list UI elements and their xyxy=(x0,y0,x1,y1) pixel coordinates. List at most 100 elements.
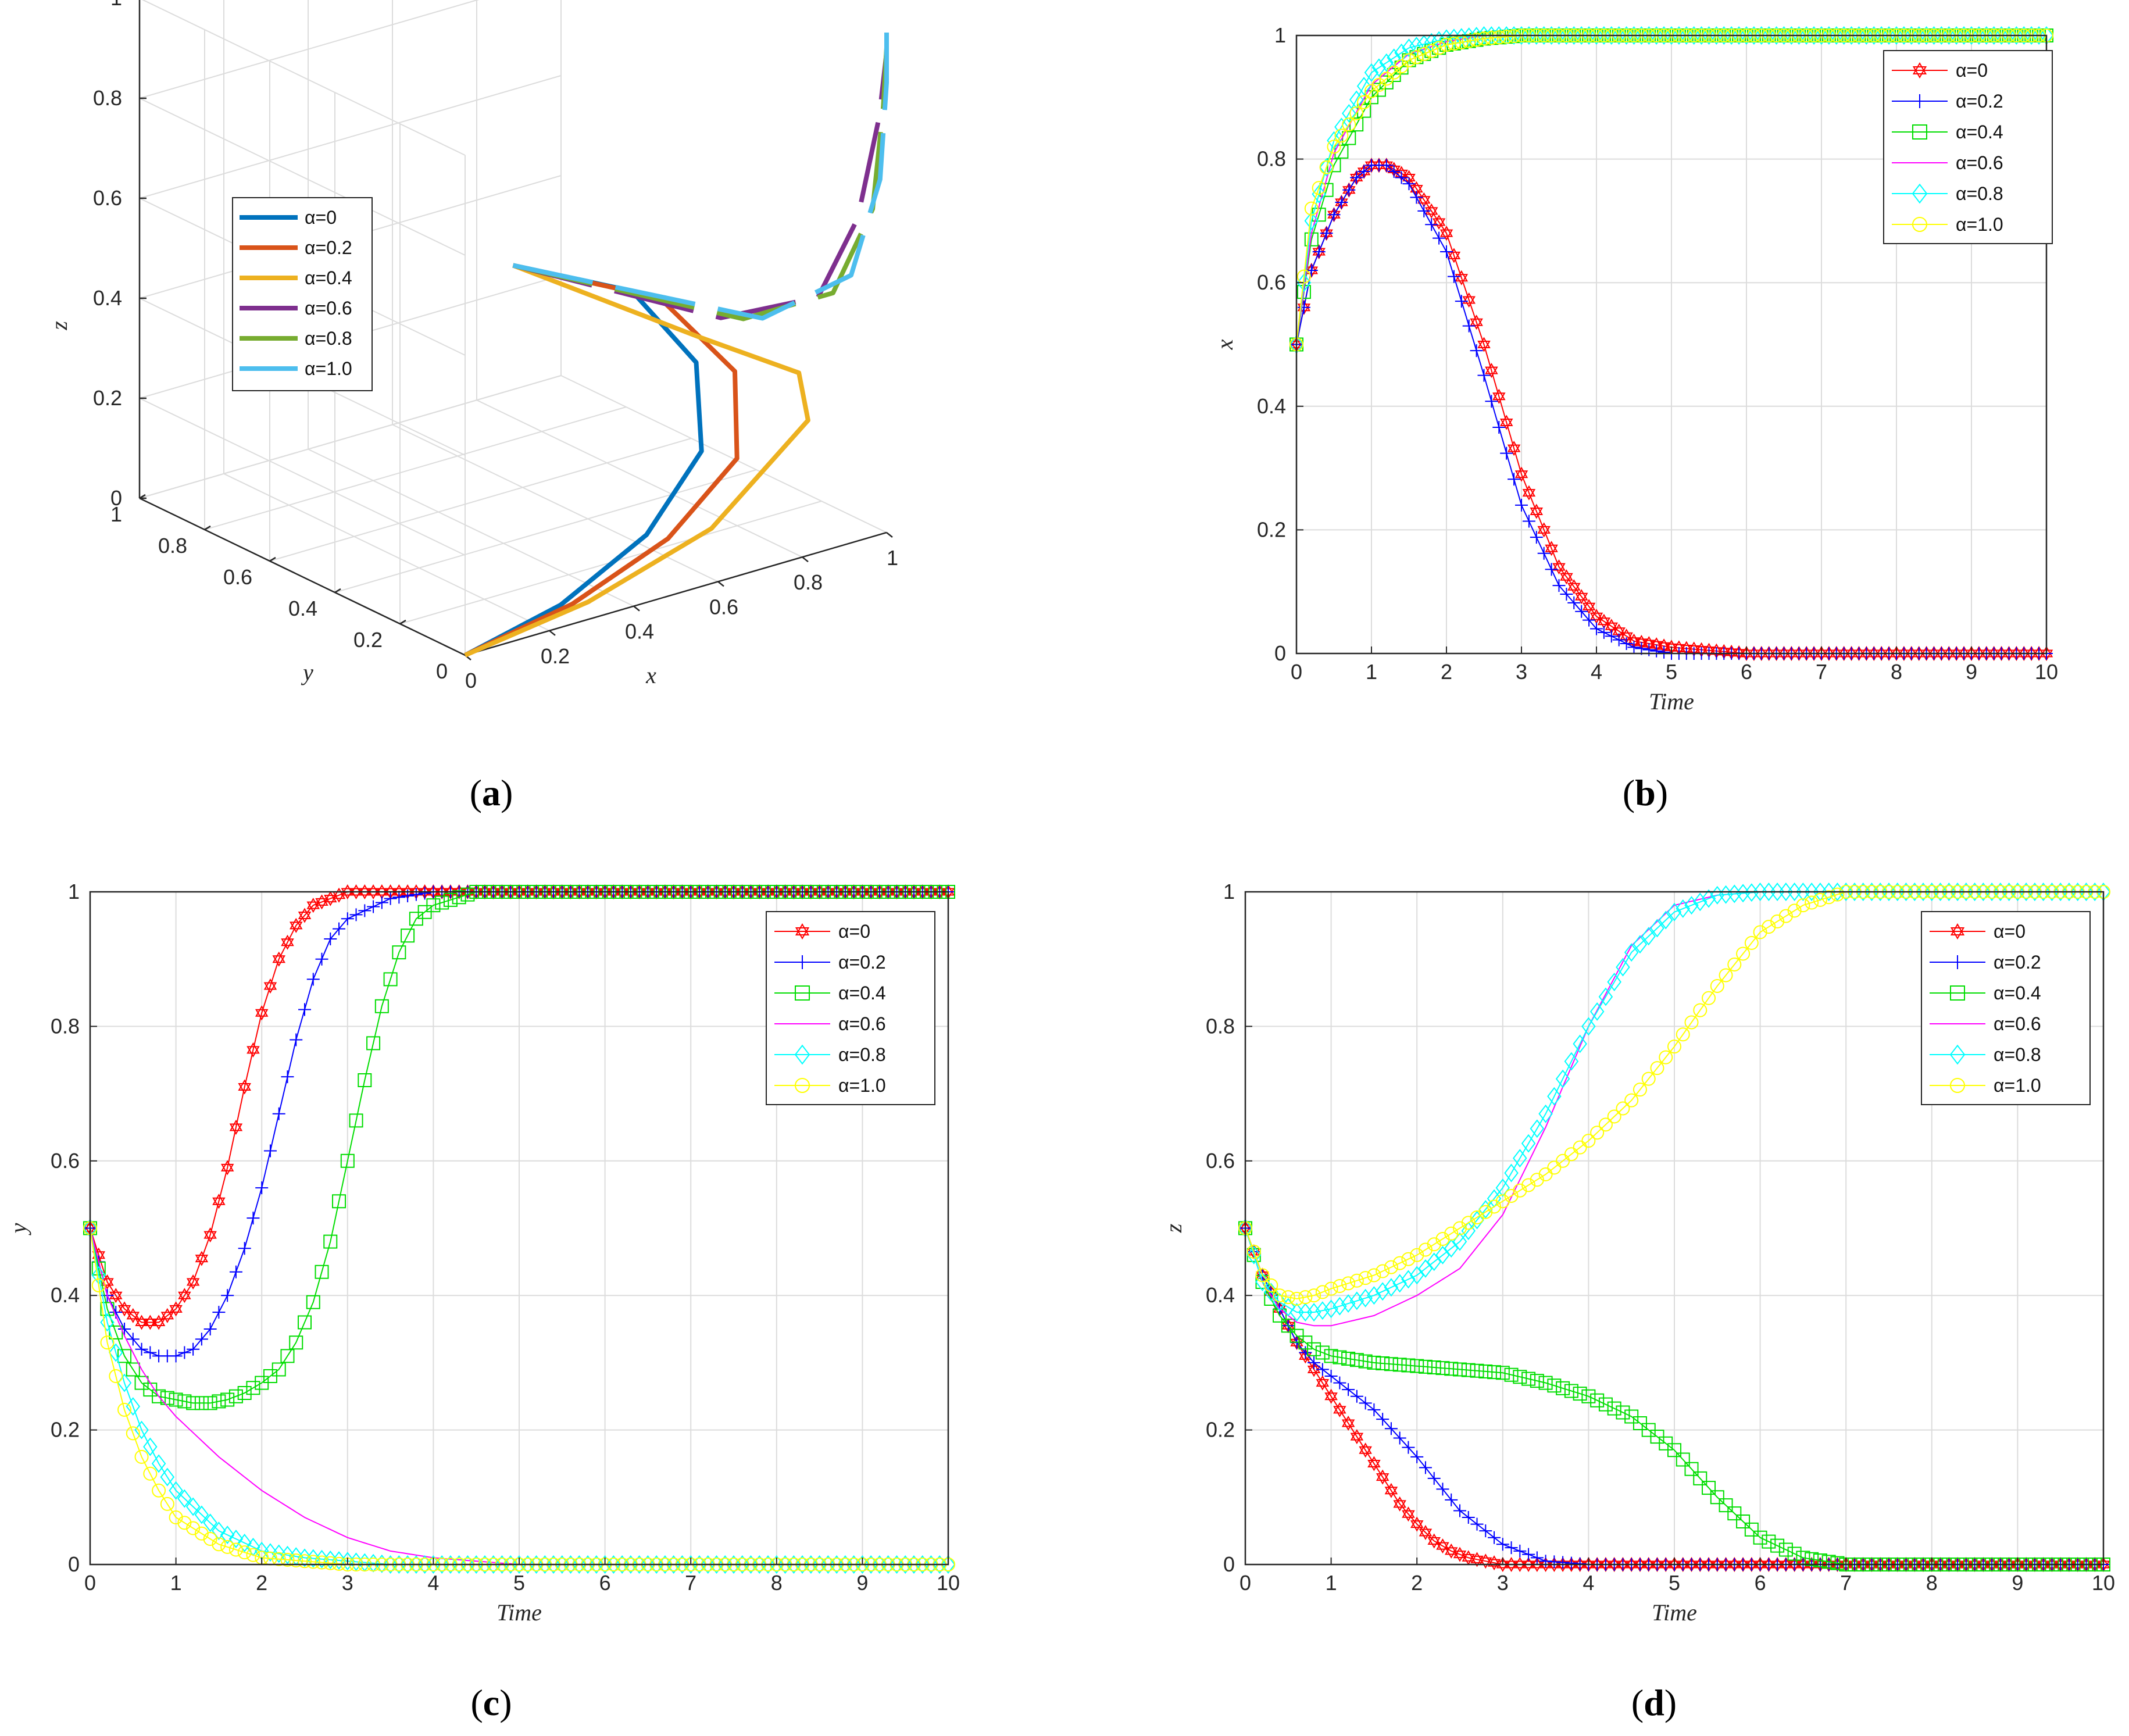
data-point xyxy=(1736,946,1751,961)
data-point xyxy=(1560,569,1573,585)
data-point xyxy=(1684,896,1699,915)
data-point xyxy=(1499,30,1514,44)
data-point xyxy=(358,884,371,900)
data-point xyxy=(1633,1416,1647,1431)
data-point xyxy=(1320,227,1333,240)
data-point xyxy=(91,1278,106,1292)
data-point xyxy=(1777,26,1791,45)
data-point xyxy=(1567,579,1581,595)
data-point xyxy=(1719,968,1733,983)
data-point xyxy=(1556,1153,1570,1168)
floor-grid-x xyxy=(223,473,550,631)
data-point xyxy=(1770,914,1785,928)
data-point xyxy=(229,1265,242,1278)
data-point xyxy=(1687,26,1701,45)
data-point xyxy=(306,1555,320,1569)
data-point xyxy=(1650,1061,1664,1076)
data-point xyxy=(409,888,423,901)
data-point xyxy=(1537,546,1551,560)
data-point xyxy=(118,1323,131,1336)
data-point xyxy=(1912,26,1926,45)
data-point xyxy=(298,1003,311,1016)
data-point xyxy=(1619,26,1634,45)
data-point xyxy=(1642,26,1656,45)
x-tick-label: 6 xyxy=(599,1571,611,1595)
legend-label: α=0.2 xyxy=(1956,91,2003,112)
legend-marker xyxy=(795,985,810,1001)
data-point xyxy=(1384,1483,1398,1498)
data-point xyxy=(160,1467,175,1487)
data-point xyxy=(1453,1504,1466,1517)
data-point xyxy=(1488,1531,1501,1544)
y-tick-label: 0 xyxy=(436,659,448,683)
data-point xyxy=(1547,1087,1562,1106)
x-axis-label: Time xyxy=(1649,688,1694,715)
legend-box xyxy=(232,197,373,391)
data-point xyxy=(1684,1015,1699,1030)
data-point xyxy=(1762,920,1776,934)
data-point xyxy=(263,978,277,994)
data-point xyxy=(367,900,380,913)
data-point xyxy=(195,1251,209,1266)
data-point xyxy=(1597,626,1610,639)
x-axis xyxy=(465,531,887,656)
data-point xyxy=(1333,1279,1347,1294)
data-point xyxy=(1376,1264,1390,1278)
data-point xyxy=(1805,895,1819,910)
data-point xyxy=(1479,1524,1492,1538)
data-point xyxy=(1537,522,1551,538)
data-point xyxy=(1342,103,1356,123)
data-point xyxy=(1417,204,1431,217)
legend-marker xyxy=(1912,217,1927,232)
data-point xyxy=(1424,203,1438,219)
data-point xyxy=(1376,1356,1390,1371)
data-point xyxy=(323,1556,338,1570)
data-point xyxy=(1427,1471,1441,1485)
x-tick-label: 0 xyxy=(1291,660,1302,684)
data-point xyxy=(109,1288,123,1303)
data-point xyxy=(1446,36,1461,51)
x-tick-label: 6 xyxy=(1741,660,1752,684)
data-point xyxy=(1470,315,1483,330)
data-point xyxy=(289,1335,303,1350)
data-point xyxy=(1530,1374,1544,1388)
data-point xyxy=(263,1144,277,1158)
data-point xyxy=(100,1335,115,1350)
data-point xyxy=(1799,26,1814,45)
y-tick-label: 0 xyxy=(1274,641,1286,665)
legend-marker xyxy=(1950,923,1965,940)
data-point xyxy=(1513,1370,1527,1384)
x-tick-mark xyxy=(549,630,556,636)
data-point xyxy=(1624,943,1639,962)
data-point xyxy=(1296,269,1311,284)
data-point xyxy=(1942,26,1956,45)
data-point xyxy=(1358,165,1371,178)
data-point xyxy=(1455,295,1468,308)
data-point xyxy=(1444,1226,1459,1241)
data-point xyxy=(1384,1357,1398,1371)
legend-label: α=0.8 xyxy=(1956,183,2003,204)
data-point xyxy=(1987,26,2001,45)
data-point xyxy=(1679,26,1694,45)
data-point xyxy=(1462,319,1476,333)
data-point xyxy=(1342,183,1356,197)
x-tick-label: 3 xyxy=(1516,660,1527,684)
data-point xyxy=(144,1346,157,1359)
x-tick-mark xyxy=(802,556,809,563)
data-point xyxy=(1555,1069,1570,1088)
data-point xyxy=(1624,1409,1639,1424)
data-point xyxy=(1521,1371,1536,1386)
data-point xyxy=(306,1295,320,1309)
data-point xyxy=(185,1497,201,1516)
data-point xyxy=(1667,1040,1681,1054)
data-point xyxy=(1671,26,1687,45)
legend-label: α=0.6 xyxy=(305,298,352,319)
data-point xyxy=(117,1402,132,1417)
data-point xyxy=(126,1397,141,1416)
x-tick-label: 8 xyxy=(1926,1571,1938,1595)
data-point xyxy=(169,1392,183,1407)
data-point xyxy=(1522,1548,1535,1561)
data-point xyxy=(1650,1430,1664,1444)
data-point xyxy=(1581,1017,1596,1036)
data-point xyxy=(203,1323,217,1336)
